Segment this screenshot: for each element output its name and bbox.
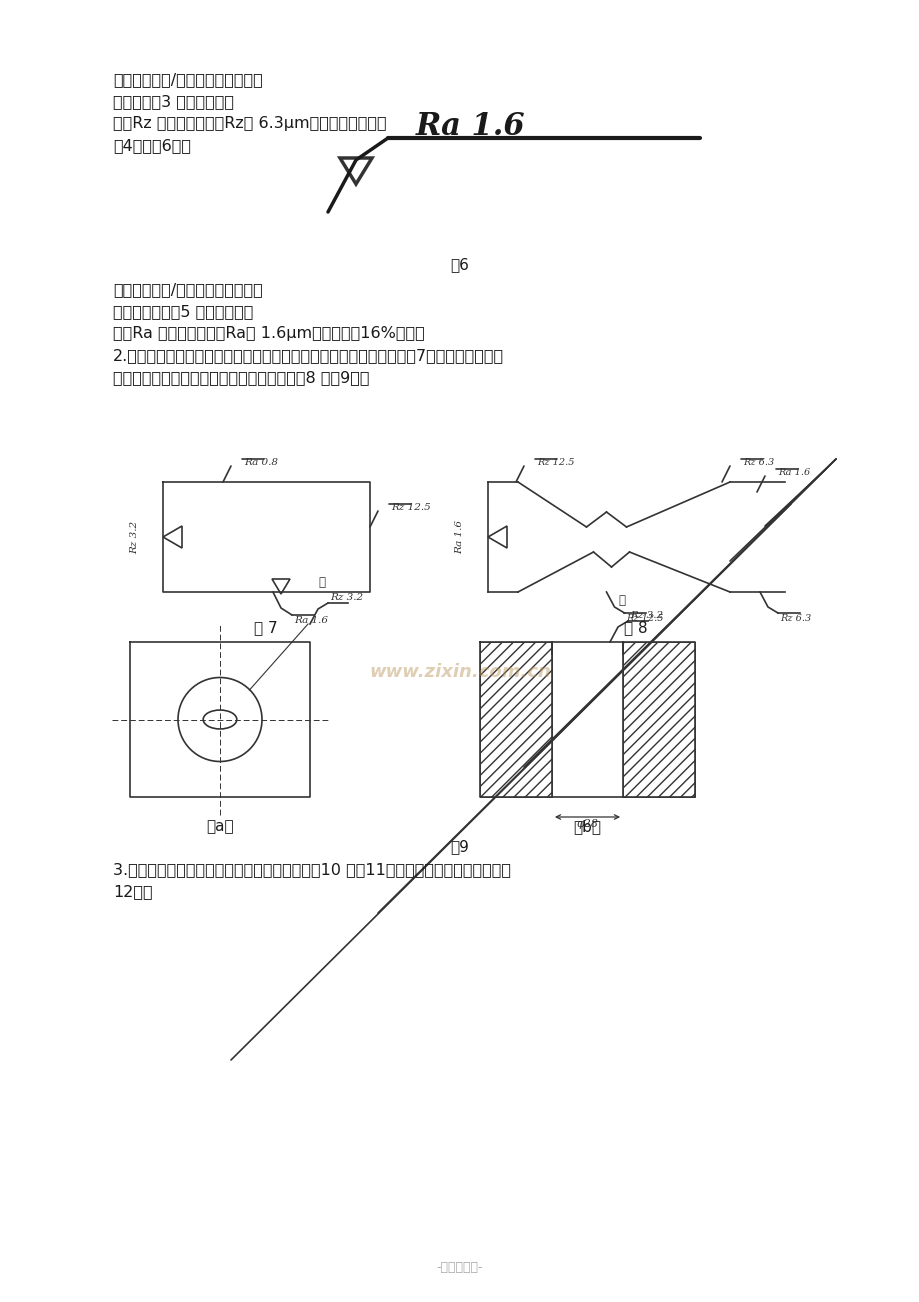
Text: φ28: φ28: [576, 819, 598, 829]
Text: 图 8: 图 8: [623, 620, 647, 635]
Text: Rz 6.3: Rz 6.3: [779, 615, 811, 622]
Text: Rz 12.5: Rz 12.5: [537, 458, 573, 467]
Text: 例4（见图6）：: 例4（见图6）：: [113, 138, 191, 154]
Text: 2.表面粗糍度的注写和读取方向要与尺寸的注写和读取方向一致（见图7），并标注在轮廓: 2.表面粗糍度的注写和读取方向要与尺寸的注写和读取方向一致（见图7），并标注在轮…: [113, 348, 504, 363]
Text: 默认Rz 为上限值要求，Rz＝ 6.3μm，符合最大规则。: 默认Rz 为上限值要求，Rz＝ 6.3μm，符合最大规则。: [113, 116, 386, 132]
Text: 图9: 图9: [450, 838, 469, 854]
Text: （a）: （a）: [206, 819, 233, 835]
Text: Ra 0.8: Ra 0.8: [244, 458, 278, 467]
Text: 评定长度为3 个取样长度；: 评定长度为3 个取样长度；: [113, 94, 233, 109]
Bar: [622, 642, 694, 797]
Text: Ra 1.6: Ra 1.6: [294, 616, 328, 625]
Text: 默认Ra 为上限值要求，Ra＝ 1.6μm，默认符兤16%规则。: 默认Ra 为上限值要求，Ra＝ 1.6μm，默认符兤16%规则。: [113, 326, 425, 341]
Text: Rz 6.3: Rz 6.3: [743, 458, 774, 467]
Text: Rz 3.2: Rz 3.2: [330, 592, 363, 602]
Text: 钣: 钣: [318, 575, 325, 589]
Text: Rz 12.5: Rz 12.5: [626, 615, 664, 622]
Text: 12）。: 12）。: [113, 884, 153, 898]
Text: 图6: 图6: [450, 256, 469, 272]
Text: Ra 1.6: Ra 1.6: [455, 519, 464, 553]
Text: （b）: （b）: [573, 819, 601, 835]
Text: www.zixin.com.cn: www.zixin.com.cn: [369, 663, 550, 681]
Text: 默认评定长度为5 个取样长度；: 默认评定长度为5 个取样长度；: [113, 303, 253, 319]
Text: Ra 1.6: Ra 1.6: [777, 467, 810, 477]
Text: 含义：传输带/取样长度为默认值；: 含义：传输带/取样长度为默认值；: [113, 283, 263, 297]
Text: -可编辑修改-: -可编辑修改-: [437, 1262, 482, 1273]
Text: 含义：传输带/取样长度为默认值；: 含义：传输带/取样长度为默认值；: [113, 72, 263, 87]
Text: 图 7: 图 7: [254, 620, 278, 635]
Text: 车: 车: [618, 594, 625, 607]
Text: Rz 3.2: Rz 3.2: [130, 521, 140, 553]
Text: 3.必要时也可标注在特征尺寸的尺寸线上（见图10 和图11）或形位公差的框格上（见图: 3.必要时也可标注在特征尺寸的尺寸线上（见图10 和图11）或形位公差的框格上（…: [113, 862, 510, 878]
Text: 线上（轮廓线的延长线上）或指引线上（见图8 和图9）。: 线上（轮廓线的延长线上）或指引线上（见图8 和图9）。: [113, 370, 369, 385]
Text: Ra 1.6: Ra 1.6: [415, 111, 525, 142]
Bar: [480, 642, 551, 797]
Text: Rz 3.2: Rz 3.2: [630, 611, 663, 620]
Text: Rz 12.5: Rz 12.5: [391, 503, 430, 512]
